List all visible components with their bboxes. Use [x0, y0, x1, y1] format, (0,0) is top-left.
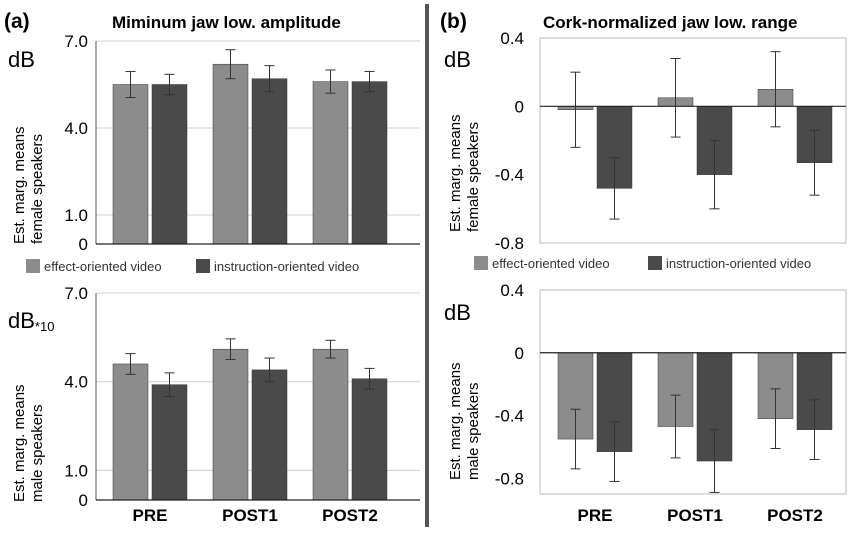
panel-b-bottom-ylabel: Est. marg. means male speakers: [447, 362, 482, 480]
y-tick-label: -0.8: [495, 234, 524, 253]
bar-instruction-POST2: [351, 378, 388, 501]
legend-label-instruction: instruction-oriented video: [214, 259, 359, 274]
panel-a-top-ylabel: Est. marg. means female speakers: [11, 126, 46, 244]
panel-b-top-unit: dB: [444, 47, 471, 72]
panel-b-top-ylabel: Est. marg. means female speakers: [447, 114, 482, 232]
panel-a-top-unit: dB: [8, 47, 35, 72]
y-tick-label: 0: [79, 235, 88, 254]
bar-instruction-PRE: [151, 84, 188, 245]
y-tick-label: 1.0: [64, 206, 88, 225]
y-tick-label: 7.0: [64, 284, 88, 303]
bar-effect-POST1: [212, 348, 249, 501]
x-tick-label: POST2: [767, 506, 823, 525]
panel-b-label: (b): [440, 10, 467, 33]
y-tick-label: 7.0: [64, 32, 88, 51]
y-tick-label: 1.0: [64, 461, 88, 480]
ylabel-line2: female speakers: [29, 134, 46, 244]
legend-label-effect: effect-oriented video: [44, 259, 162, 274]
y-tick-label: 4.0: [64, 373, 88, 392]
y-tick-label: 0: [79, 491, 88, 510]
bar-effect-PRE: [112, 363, 149, 501]
plot-frame: [539, 289, 847, 495]
chart-b-top: -0.8 -0.4 0 0.4: [495, 29, 847, 253]
ylabel-line2: male speakers: [29, 404, 46, 502]
y-tick-label: -0.4: [495, 407, 524, 426]
y-tick-label: 0.4: [500, 29, 524, 48]
unit-base: dB: [8, 308, 35, 333]
y-tick-label: 0.4: [500, 281, 524, 300]
y-tick-label: -0.4: [495, 166, 524, 185]
chart-a-top: 0 1.0 4.0 7.0: [64, 32, 420, 254]
bar-instruction-POST2: [351, 81, 388, 245]
bar-effect-POST2: [312, 348, 349, 501]
y-tick-label: -0.8: [495, 469, 524, 488]
ylabel-line2: male speakers: [465, 382, 482, 480]
y-tick-label: 0: [515, 344, 524, 363]
legend-a: effect-oriented video instruction-orient…: [26, 259, 359, 274]
legend-swatch-instruction: [196, 259, 210, 273]
legend-swatch-effect: [474, 256, 488, 270]
legend-swatch-effect: [26, 259, 40, 273]
legend-label-instruction: instruction-oriented video: [666, 256, 811, 271]
panel-a-bottom-unit: dB*10: [8, 308, 54, 334]
ylabel-line1: Est. marg. means: [11, 384, 28, 502]
legend-b: effect-oriented video instruction-orient…: [474, 256, 811, 271]
x-tick-label: PRE: [578, 506, 613, 525]
legend-swatch-instruction: [648, 256, 662, 270]
panel-a-label: (a): [4, 10, 30, 33]
x-tick-label: PRE: [133, 506, 168, 525]
bar-effect-POST1: [212, 63, 249, 245]
ylabel-line1: Est. marg. means: [447, 362, 464, 480]
bar-instruction-POST1: [251, 369, 288, 501]
panel-a-title: Miminum jaw low. amplitude: [112, 13, 341, 32]
bar-effect-POST2: [312, 81, 349, 245]
y-tick-label: 0: [515, 97, 524, 116]
bar-instruction-POST1: [251, 78, 288, 245]
y-tick-label: 4.0: [64, 119, 88, 138]
panel-divider: [425, 4, 429, 527]
unit-sub: *10: [35, 319, 55, 334]
x-tick-label: POST1: [222, 506, 278, 525]
panel-b-title: Cork-normalized jaw low. range: [543, 13, 797, 32]
chart-a-bottom: 0 1.0 4.0 7.0 PRE POST1 POST2: [64, 284, 420, 525]
bar-instruction-PRE: [151, 384, 188, 501]
ylabel-line1: Est. marg. means: [447, 114, 464, 232]
ylabel-line1: Est. marg. means: [11, 126, 28, 244]
ylabel-line2: female speakers: [465, 122, 482, 232]
x-tick-label: POST2: [322, 506, 378, 525]
legend-label-effect: effect-oriented video: [492, 256, 610, 271]
bar-effect-PRE: [112, 84, 149, 245]
x-tick-label: POST1: [667, 506, 723, 525]
panel-b-bottom-unit: dB: [444, 300, 471, 325]
plot-frame: [539, 37, 847, 244]
chart-b-bottom: -0.8 -0.4 0 0.4 PRE POST1 POST2: [495, 281, 847, 525]
panel-a-bottom-ylabel: Est. marg. means male speakers: [11, 384, 46, 502]
